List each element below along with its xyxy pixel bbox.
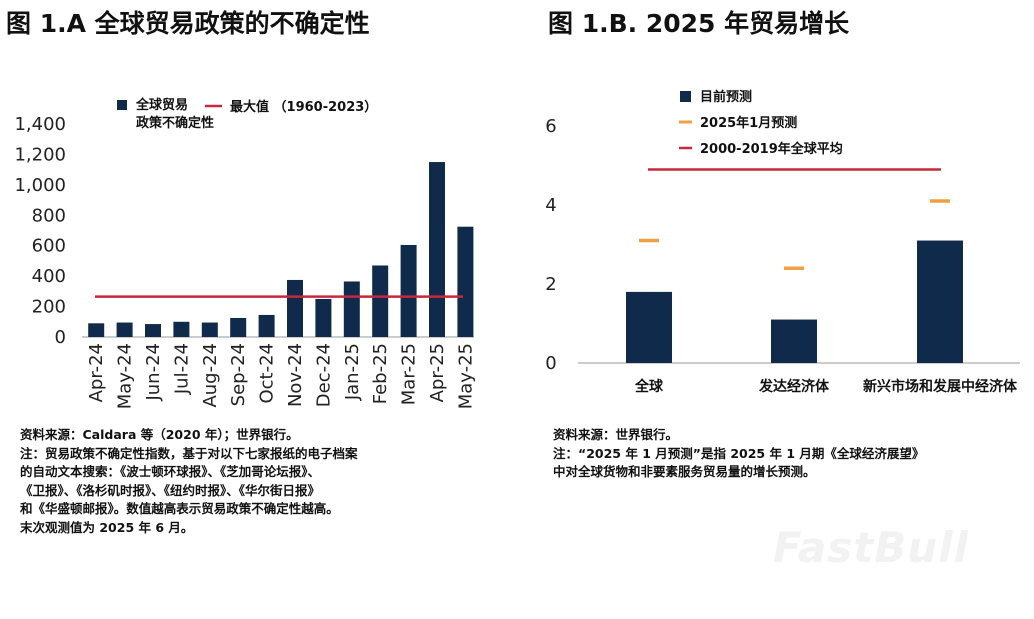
chart-a-bar xyxy=(145,324,161,337)
chart-a-bar xyxy=(429,162,445,337)
chart-b-bar xyxy=(771,319,817,363)
chart-b-title: 图 1.B. 2025 年贸易增长 xyxy=(548,9,850,38)
chart-a-notes: 资料来源：Caldara 等（2020 年）；世界银行。 注：贸易政策不确定性指… xyxy=(20,426,358,537)
chart-a-bar xyxy=(400,244,417,337)
chart-b-x-tick-label: 全球 xyxy=(634,378,664,395)
chart-a-x-tick-label: Apr-25 xyxy=(427,343,448,402)
chart-a-legend-bar-label-2: 政策不确定性 xyxy=(136,115,214,131)
chart-a-bar xyxy=(258,314,275,337)
chart-b-legend-dash-label: 2025年1月预测 xyxy=(700,115,797,131)
chart-a-source: 资料来源：Caldara 等（2020 年）；世界银行。 xyxy=(20,427,299,442)
chart-b-y-tick-label: 0 xyxy=(545,353,556,374)
chart-b-y-tick-label: 2 xyxy=(545,274,556,295)
chart-a-x-tick-label: Apr-24 xyxy=(86,343,107,402)
chart-a-bar xyxy=(287,279,303,337)
chart-a-note-line: 《卫报》、《洛杉矶时报》、《纽约时报》、《华尔街日报》 xyxy=(20,482,321,498)
chart-b-x-tick-label: 新兴市场和发展中经济体 xyxy=(863,378,1018,395)
chart-a-x-tick-label: Dec-24 xyxy=(313,343,334,407)
chart-b-x-axis: 全球 发达经济体 新兴市场和发展中经济体 xyxy=(634,378,1018,395)
chart-a-y-tick-label: 200 xyxy=(32,297,66,318)
chart-a-bar xyxy=(173,321,190,337)
chart-b-jan-forecast-markers xyxy=(639,199,950,270)
chart-a-x-tick-label: Nov-24 xyxy=(285,343,306,407)
chart-b-legend-bar-swatch xyxy=(680,91,691,102)
chart-a-y-tick-label: 400 xyxy=(32,266,66,287)
chart-a-x-axis: Apr-24 May-24 Jun-24 Jul-24 Aug-24 Sep-24 Oct-… xyxy=(86,343,476,409)
chart-b-bar xyxy=(917,240,963,363)
chart-a-bar xyxy=(372,265,389,337)
chart-a-x-tick-label: Oct-24 xyxy=(257,343,278,404)
chart-b-source: 资料来源：世界银行。 xyxy=(553,427,679,442)
chart-a-note-line: 和《华盛顿邮报》。数值越高表示贸易政策不确定性越高。 xyxy=(20,501,339,516)
chart-b: 6 4 2 0 全球 发达经济体 新兴市场和发展中经济体 目前预测 2025年1月预测 2… xyxy=(545,89,1020,395)
chart-a-legend-bar-label-1: 全球贸易 xyxy=(135,97,188,113)
chart-a-x-tick-label: Sep-24 xyxy=(228,343,249,406)
chart-a-x-tick-label: Jan-25 xyxy=(342,343,363,401)
chart-a-note-line: 的自动文本搜索：《波士顿环球报》、《芝加哥论坛报》、 xyxy=(20,464,321,479)
chart-a-bar xyxy=(116,322,133,337)
chart-a-title: 图 1.A 全球贸易政策的不确定性 xyxy=(6,9,370,38)
chart-a-bar xyxy=(457,226,474,337)
chart-a: 1,400 1,200 1,000 800 600 400 200 0 Apr-24 May-2… xyxy=(14,97,476,409)
chart-b-notes: 资料来源：世界银行。 注：“2025 年 1 月预测”是指 2025 年 1 月… xyxy=(553,426,924,482)
chart-a-bar xyxy=(230,317,247,337)
watermark-logo: FastBull xyxy=(773,523,969,572)
chart-a-x-tick-label: May-24 xyxy=(115,343,136,409)
chart-a-legend: 全球贸易 政策不确定性 最大值 （1960-2023） xyxy=(117,97,377,131)
chart-a-y-tick-label: 1,000 xyxy=(14,175,66,196)
chart-a-y-tick-label: 600 xyxy=(32,236,66,257)
chart-a-y-tick-label: 1,200 xyxy=(14,144,66,165)
chart-b-bar xyxy=(626,291,672,363)
chart-a-note-line: 注：贸易政策不确定性指数，基于对以下七家报纸的电子档案 xyxy=(20,445,358,461)
chart-b-y-tick-label: 4 xyxy=(545,195,556,216)
chart-b-legend: 目前预测 2025年1月预测 2000-2019年全球平均 xyxy=(679,89,843,157)
chart-a-x-tick-label: May-25 xyxy=(455,343,476,409)
chart-a-y-tick-label: 0 xyxy=(55,327,66,348)
chart-a-x-tick-label: Jun-24 xyxy=(143,343,164,402)
chart-b-x-tick-label: 发达经济体 xyxy=(758,378,830,395)
chart-b-note-line: 中对全球货物和非要素服务贸易量的增长预测。 xyxy=(553,464,816,479)
chart-a-legend-bar-swatch xyxy=(117,100,127,110)
chart-a-x-tick-label: Feb-25 xyxy=(370,343,391,404)
chart-b-y-tick-label: 6 xyxy=(545,116,556,137)
chart-a-x-tick-label: Aug-24 xyxy=(200,343,221,408)
chart-a-y-tick-label: 1,400 xyxy=(14,114,66,135)
chart-a-note-line: 末次观测值为 2025 年 6 月。 xyxy=(20,519,194,535)
chart-b-legend-line-label: 2000-2019年全球平均 xyxy=(700,141,843,157)
chart-b-note-line: 注：“2025 年 1 月预测”是指 2025 年 1 月期《全球经济展望》 xyxy=(553,445,925,461)
chart-a-x-tick-label: Mar-25 xyxy=(399,343,420,405)
chart-a-bar xyxy=(315,298,332,337)
chart-a-bar xyxy=(88,323,105,337)
chart-a-bar xyxy=(343,281,360,337)
chart-b-bars xyxy=(626,240,963,363)
chart-b-legend-bar-label: 目前预测 xyxy=(700,89,752,105)
chart-a-y-tick-label: 800 xyxy=(32,205,66,226)
chart-a-x-tick-label: Jul-24 xyxy=(171,343,192,395)
chart-a-bar xyxy=(201,322,218,337)
chart-a-bars xyxy=(88,162,474,337)
chart-a-y-axis: 1,400 1,200 1,000 800 600 400 200 0 xyxy=(14,114,66,348)
chart-a-legend-line-label: 最大值 （1960-2023） xyxy=(230,99,377,115)
chart-b-y-axis: 6 4 2 0 xyxy=(545,116,556,374)
